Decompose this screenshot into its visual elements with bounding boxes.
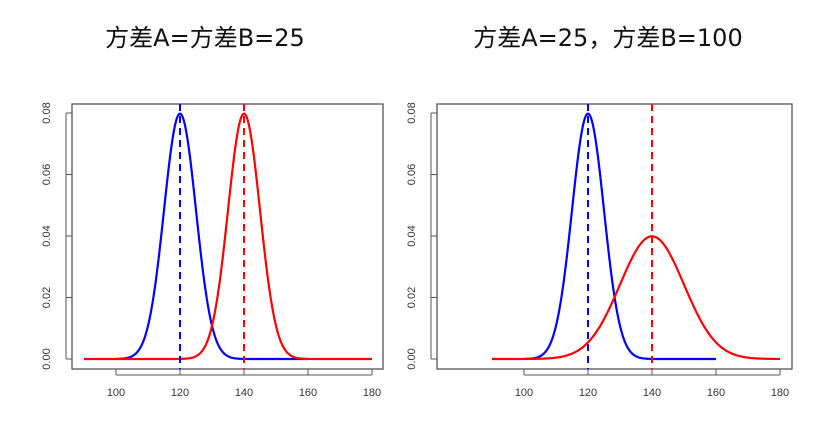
x-tick-label: 160 [707,387,725,399]
x-tick-label: 120 [579,387,597,399]
y-tick-label: 0.06 [406,164,418,185]
y-tick-label: 0.04 [41,225,53,246]
plot-frame-1 [436,103,793,370]
x-tick-label: 160 [299,387,317,399]
y-tick-label: 0.00 [406,348,418,369]
x-tick-label: 100 [515,387,533,399]
chart-title-right: 方差A=25，方差B=100 [473,24,743,52]
y-tick-label: 0.08 [406,102,418,123]
x-tick-label: 140 [235,387,253,399]
y-tick-label: 0.06 [41,164,53,185]
x-tick-label: 180 [771,387,789,399]
y-tick-label: 0.04 [406,225,418,246]
density-curve-B [84,112,372,361]
chart-title-left: 方差A=方差B=25 [105,24,305,52]
y-tick-label: 0.02 [41,287,53,308]
plot-frame-0 [71,103,384,370]
x-tick-label: 100 [107,387,125,399]
x-tick-label: 140 [643,387,661,399]
y-tick-label: 0.00 [41,348,53,369]
y-tick-label: 0.02 [406,287,418,308]
density-curve-B [492,235,781,361]
x-tick-label: 120 [171,387,189,399]
x-tick-label: 180 [363,387,381,399]
y-tick-label: 0.08 [41,102,53,123]
density-curve-A [523,112,716,361]
